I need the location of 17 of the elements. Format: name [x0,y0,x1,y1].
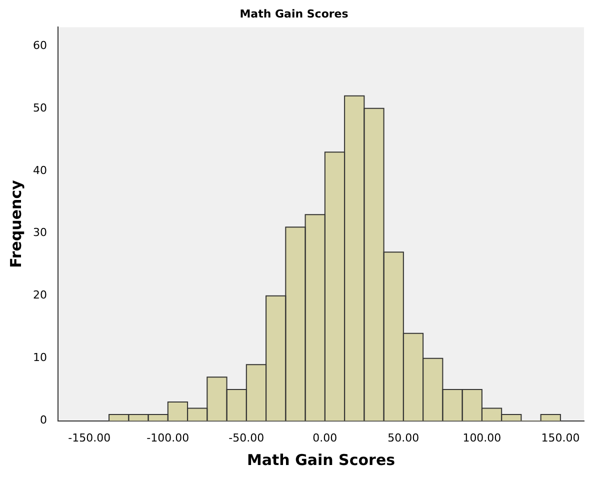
y-tick-label: 20 [32,288,47,302]
x-tick-label: -100.00 [146,431,190,444]
y-tick-label: 30 [32,226,47,240]
x-tick-label: 150.00 [541,431,580,444]
x-tick-label: -150.00 [68,431,111,444]
x-tick-label: 100.00 [462,431,502,444]
y-tick-label: 50 [32,101,47,114]
x-tick-label: -50.00 [228,431,264,444]
y-tick-label: 60 [32,38,47,52]
x-tick-label: 50.00 [388,431,420,444]
y-tick-label: 40 [32,164,47,177]
x-axis-title: Math Gain Scores [246,450,396,469]
chart-title: Math Gain Scores [240,7,349,20]
y-tick-label: 10 [32,351,47,364]
x-tick-label: 0.00 [312,431,338,444]
y-axis-title: Frequency [6,180,25,268]
y-tick-label: 0 [40,414,47,427]
